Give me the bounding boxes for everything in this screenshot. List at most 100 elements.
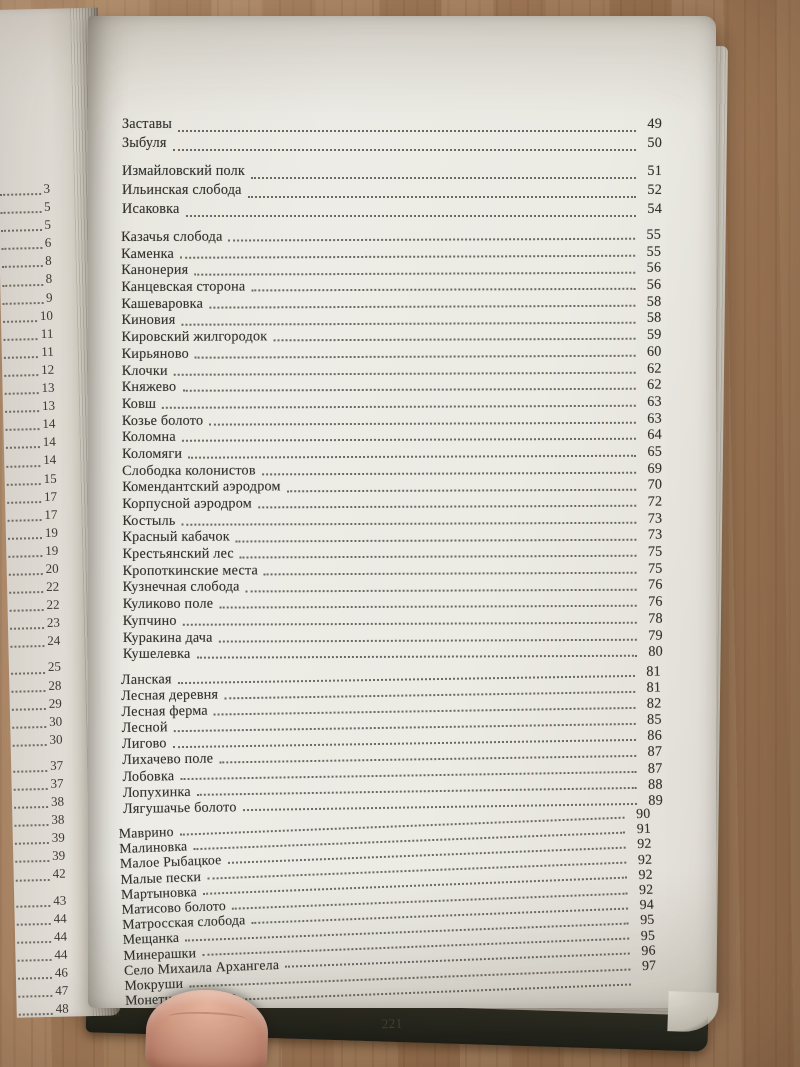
entry-title: Лесной [121,719,168,737]
dot-leader [7,500,42,504]
index-list: Заставы 49 Зыбуля 50 Измайловский полк 51 Ильи… [119,116,664,1032]
entry-page: 49 [647,116,662,132]
entry-title: Корпусной аэродром [122,495,252,512]
dot-leader [16,904,51,908]
dot-leader [245,588,637,593]
left-entry-page: 39 [51,829,65,846]
entry-title: Лягушачье болото [122,798,237,817]
left-entry-page: 29 [48,695,62,711]
left-toc-entry: 38 [14,794,64,813]
dot-leader [181,521,637,526]
dot-leader [13,769,48,773]
dot-leader [4,374,39,377]
entry-page: 82 [646,695,662,712]
left-entry-page: 19 [45,542,59,558]
entry-page: 54 [647,201,662,217]
entry-page: 58 [646,310,662,327]
entry-page: 95 [639,911,655,928]
left-toc-entry: 29 [11,695,62,714]
entry-title: Заставы [122,116,173,132]
left-toc-entry: 39 [14,829,65,849]
left-toc-entry: 37 [13,776,64,795]
left-entry-page: 14 [42,415,56,432]
entry-title: Казачья слобода [121,228,223,246]
dot-leader [9,591,44,594]
entry-title: Кашеваровка [121,295,204,312]
toc-entry: Ильинская слобода 52 [122,182,662,201]
entry-title: Козье болото [121,412,204,429]
entry-page: 92 [638,881,654,897]
dot-leader [0,229,42,233]
dot-leader [3,356,39,359]
entry-title: Кирьяново [121,345,189,362]
dot-leader [12,743,47,747]
dot-leader [17,958,52,962]
dot-leader [194,354,636,359]
left-entry-page: 24 [47,633,61,649]
left-toc-entry: 8 [2,271,52,290]
entry-title: Княжево [121,378,177,396]
left-entry-page: 13 [41,397,56,414]
dot-leader [180,254,636,259]
entry-page: 92 [637,835,652,852]
entry-page: 95 [640,926,656,943]
dot-leader [209,421,636,426]
entry-title: Клочки [121,362,168,379]
dot-leader [12,725,47,729]
entry-title: Лобовка [122,767,175,785]
dot-leader [251,288,636,292]
entry-page: 51 [647,163,662,179]
dot-leader [251,176,636,179]
left-toc-entry: 46 [17,965,68,984]
left-toc-entry: 23 [10,615,60,634]
left-toc-entry: 38 [14,812,65,831]
entry-page: 59 [646,326,662,343]
entry-page: 55 [646,243,662,260]
entry-title: Куликово поле [122,595,214,613]
left-toc-entry: 25 [11,659,61,678]
dot-leader [11,707,46,711]
left-entry-page: 30 [49,731,63,747]
left-toc-entry: 6 [1,235,51,254]
left-toc-entry: 3 [0,181,50,200]
entry-title: Крестьянский лес [122,545,234,563]
entry-title: Лигово [121,735,167,753]
entry-page: 60 [646,343,662,360]
entry-title: Купчино [122,612,177,629]
dot-leader [4,392,39,395]
dot-leader [1,247,42,251]
left-entry-page: 42 [52,866,66,882]
left-toc-entry: 14 [5,434,56,453]
left-toc-entry: 19 [7,524,58,543]
left-toc-entry: 11 [3,344,54,363]
entry-page: 72 [647,493,663,510]
dot-leader [194,271,636,276]
entry-title: Костыль [122,512,176,529]
toc-entry: Исаковка 54 [122,201,662,220]
entry-title: Красный кабачок [122,528,230,546]
dot-leader [8,555,43,558]
entry-title: Измайловский полк [122,163,246,179]
left-toc-entry: 28 [11,677,61,696]
entry-title: Кузнечная слобода [122,578,240,596]
entry-page: 96 [641,941,656,958]
dot-leader [14,824,49,828]
index-group: Заставы 49 Зыбуля 50 [122,116,662,154]
left-toc-entry: 10 [3,307,53,326]
entry-title: Коломна [121,429,176,446]
entry-page: 69 [647,460,663,477]
entry-page: 79 [648,627,663,644]
dot-leader [181,321,636,326]
entry-page: 63 [647,393,662,410]
entry-page: 76 [648,593,663,610]
dot-leader [2,283,43,287]
entry-page: 85 [646,711,662,728]
left-entry-page: 48 [55,1000,69,1016]
left-entry-page: 47 [55,982,69,998]
entry-title: Ланская [120,671,172,688]
index-group: Ланская 81 Лесная деревня 81 Лесная ферма 82 Л… [121,663,663,816]
dot-leader [286,488,637,492]
left-toc-entry: 22 [9,597,60,616]
dot-leader [172,148,636,151]
dot-leader [17,976,52,980]
